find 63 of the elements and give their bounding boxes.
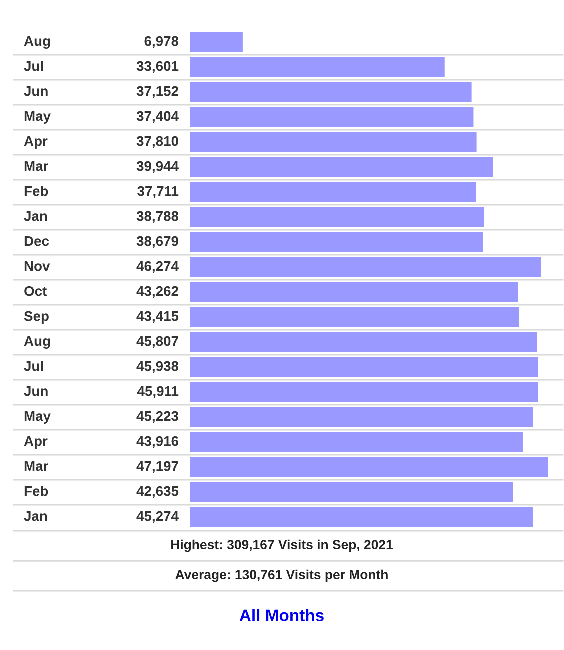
data-label: 43,262 <box>136 286 178 298</box>
bar <box>190 58 445 78</box>
bar <box>190 358 538 378</box>
y-tick-label: Mar <box>24 462 48 472</box>
data-label: 37,711 <box>138 186 179 198</box>
data-label: 45,911 <box>138 386 179 398</box>
bar <box>190 208 484 228</box>
y-tick-label: Apr <box>24 436 48 449</box>
y-tick-label: Feb <box>24 486 48 496</box>
data-label: 38,788 <box>136 211 179 224</box>
bar <box>190 482 514 502</box>
data-label: 45,274 <box>136 511 179 524</box>
data-label: 38,679 <box>136 236 178 248</box>
bar <box>190 308 520 328</box>
bar <box>190 182 476 202</box>
y-tick-label: Jan <box>24 512 48 522</box>
data-label: 39,944 <box>136 161 179 174</box>
bar <box>190 282 518 302</box>
text: Average: 130,761 Visits per Month <box>176 570 388 582</box>
data-label: 45,223 <box>136 411 178 424</box>
y-tick-label: Apr <box>24 136 48 149</box>
data-label: 37,404 <box>136 111 179 124</box>
bar <box>190 382 538 402</box>
bar <box>190 258 541 278</box>
y-tick-label: Mar <box>24 162 48 172</box>
bar <box>190 158 493 178</box>
data-label: 43,415 <box>136 311 179 324</box>
y-tick-label: Nov <box>24 262 50 272</box>
bar <box>190 232 484 252</box>
text: Highest: 309,167 Visits in Sep, 2021 <box>172 540 393 552</box>
text: All Months <box>240 609 324 622</box>
y-tick-label: Jul <box>24 361 44 372</box>
data-label: 43,916 <box>136 436 178 448</box>
data-label: 45,807 <box>136 336 178 348</box>
bar <box>190 408 534 428</box>
data-label: 45,938 <box>136 361 179 374</box>
data-label: 33,601 <box>136 61 179 74</box>
y-tick-label: Sep <box>24 311 49 324</box>
data-label: 42,635 <box>136 486 179 498</box>
y-tick-label: Jun <box>24 86 48 96</box>
data-label: 46,274 <box>136 261 179 274</box>
y-tick-label: Jan <box>24 212 48 222</box>
y-tick-label: Aug <box>24 36 50 49</box>
bar <box>190 432 524 452</box>
data-label: 6,978 <box>144 36 179 48</box>
bar <box>190 508 534 528</box>
data-label: 47,197 <box>136 461 178 474</box>
y-tick-label: Dec <box>24 236 50 246</box>
y-tick-label: Oct <box>24 286 47 296</box>
y-tick-label: May <box>24 412 51 424</box>
bar <box>190 108 474 128</box>
bar <box>190 132 477 152</box>
y-tick-label: Jun <box>24 386 48 396</box>
data-label: 37,152 <box>136 86 178 98</box>
y-tick-label: Aug <box>24 336 50 349</box>
bar <box>190 32 243 52</box>
bar <box>190 458 548 478</box>
bar <box>190 82 472 102</box>
y-tick-label: Jul <box>24 61 44 72</box>
data-label: 37,810 <box>136 136 178 148</box>
y-tick-label: Feb <box>24 186 48 196</box>
y-tick-label: May <box>24 112 51 124</box>
bar <box>190 332 538 352</box>
